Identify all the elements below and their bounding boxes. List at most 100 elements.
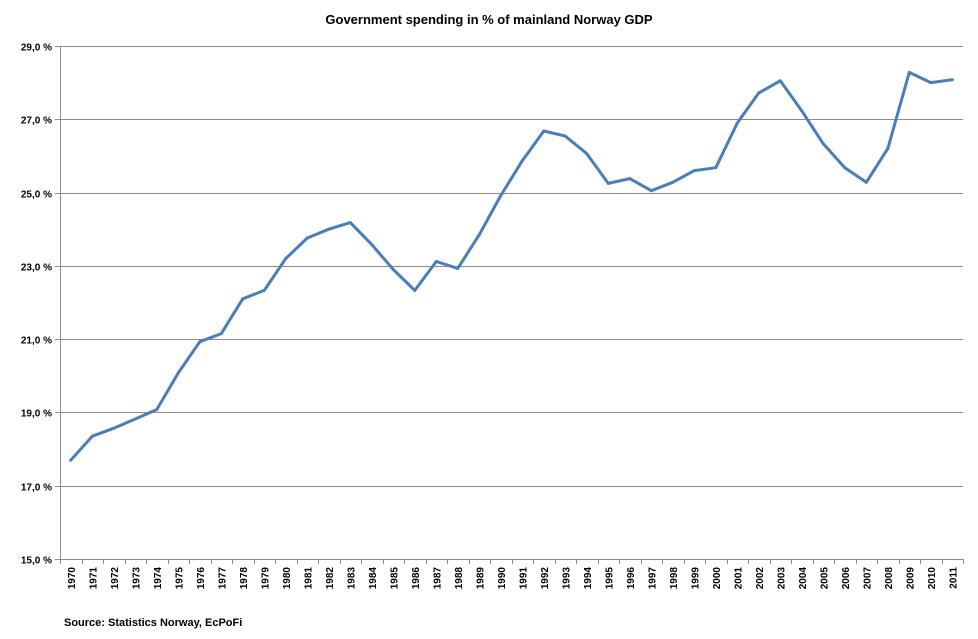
axes <box>55 46 964 564</box>
y-tick-label: 15,0 % <box>21 556 52 567</box>
x-tick-label: 1998 <box>669 567 680 590</box>
x-tick-label: 1995 <box>604 567 615 590</box>
x-tick-label: 2005 <box>819 567 830 590</box>
x-tick-label: 1997 <box>647 567 658 590</box>
data-point-1995 <box>606 181 610 185</box>
x-tick-label: 1970 <box>67 567 78 590</box>
data-point-1987 <box>434 259 438 263</box>
x-tick-label: 1987 <box>432 567 443 590</box>
data-point-1985 <box>391 268 395 272</box>
x-tick-label: 1975 <box>174 567 185 590</box>
x-tick-label: 2008 <box>884 567 895 590</box>
x-tick-label: 2002 <box>755 567 766 590</box>
data-point-2003 <box>778 79 782 83</box>
x-tick-label: 1988 <box>454 567 465 590</box>
data-point-1971 <box>90 434 94 438</box>
x-tick-label: 1989 <box>475 567 486 590</box>
data-point-1978 <box>241 297 245 301</box>
data-point-1992 <box>542 129 546 133</box>
data-point-1979 <box>262 288 266 292</box>
data-point-2001 <box>735 121 739 125</box>
gridlines <box>60 46 963 487</box>
y-tick-label: 23,0 % <box>21 263 52 274</box>
y-tick-label: 17,0 % <box>21 483 52 494</box>
data-point-2009 <box>907 70 911 74</box>
data-point-1984 <box>370 243 374 247</box>
data-point-2008 <box>886 147 890 151</box>
data-point-1996 <box>628 177 632 181</box>
data-point-1975 <box>176 371 180 375</box>
data-point-1989 <box>477 233 481 237</box>
x-tick-label: 1991 <box>518 567 529 590</box>
x-tick-label: 2004 <box>798 567 809 590</box>
data-point-2011 <box>950 78 954 82</box>
x-tick-label: 1983 <box>346 567 357 590</box>
x-tick-label: 2003 <box>776 567 787 590</box>
data-point-1990 <box>499 194 503 198</box>
y-tick-label: 19,0 % <box>21 409 52 420</box>
x-tick-label: 1978 <box>239 567 250 590</box>
x-tick-label: 1981 <box>303 567 314 590</box>
x-tick-label: 1996 <box>626 567 637 590</box>
y-tick-label: 21,0 % <box>21 336 52 347</box>
data-point-1974 <box>155 407 159 411</box>
data-point-1999 <box>692 169 696 173</box>
x-tick-label: 1985 <box>389 567 400 590</box>
data-point-1976 <box>198 340 202 344</box>
y-tick-label: 25,0 % <box>21 190 52 201</box>
data-point-2010 <box>929 81 933 85</box>
data-point-1972 <box>112 426 116 430</box>
data-point-2007 <box>864 180 868 184</box>
data-point-1994 <box>585 152 589 156</box>
data-point-1986 <box>413 288 417 292</box>
data-point-2002 <box>757 91 761 95</box>
data-point-1991 <box>520 159 524 163</box>
x-tick-label: 2010 <box>927 567 938 590</box>
x-tick-label: 1993 <box>561 567 572 590</box>
x-tick-labels: 1970 1971 1972 1973 1974 1975 1976 1977 1978 1979… <box>67 567 960 590</box>
data-point-1970 <box>69 458 73 462</box>
data-point-1988 <box>456 266 460 270</box>
x-tick-label: 1994 <box>583 567 594 590</box>
y-tick-label: 29,0 % <box>21 43 52 54</box>
x-tick-label: 1984 <box>368 567 379 590</box>
x-tick-label: 1972 <box>110 567 121 590</box>
x-tick-label: 1974 <box>153 567 164 590</box>
data-series <box>69 70 954 462</box>
x-tick-label: 2007 <box>862 567 873 590</box>
data-point-2005 <box>821 142 825 146</box>
x-tick-label: 1976 <box>196 567 207 590</box>
data-point-1982 <box>327 227 331 231</box>
x-tick-label: 2009 <box>905 567 916 590</box>
x-tick-label: 2006 <box>841 567 852 590</box>
x-tick-label: 1999 <box>690 567 701 590</box>
x-tick-label: 1979 <box>260 567 271 590</box>
data-point-2000 <box>714 166 718 170</box>
data-point-2004 <box>800 109 804 113</box>
x-tick-label: 2001 <box>733 567 744 590</box>
data-point-1977 <box>219 332 223 336</box>
data-point-1993 <box>563 134 567 138</box>
y-tick-label: 27,0 % <box>21 116 52 127</box>
x-tick-label: 1992 <box>540 567 551 590</box>
x-tick-label: 1980 <box>282 567 293 590</box>
data-point-1998 <box>671 180 675 184</box>
data-point-1983 <box>348 221 352 225</box>
data-point-1973 <box>133 417 137 421</box>
data-point-1980 <box>284 257 288 261</box>
x-tick-label: 1986 <box>411 567 422 590</box>
y-tick-labels: 15,0 % 17,0 % 19,0 % 21,0 % 23,0 % 25,0 % 27,0… <box>21 43 52 567</box>
x-tick-label: 2011 <box>948 567 959 589</box>
x-tick-label: 2000 <box>712 567 723 590</box>
series-line <box>69 70 954 462</box>
data-point-1997 <box>649 189 653 193</box>
x-tick-label: 1990 <box>497 567 508 590</box>
chart-title: Government spending in % of mainland Nor… <box>325 12 653 27</box>
x-tick-label: 1977 <box>217 567 228 590</box>
data-point-2006 <box>843 166 847 170</box>
x-tick-label: 1973 <box>131 567 142 590</box>
x-tick-label: 1971 <box>88 567 99 590</box>
x-tick-label: 1982 <box>325 567 336 590</box>
